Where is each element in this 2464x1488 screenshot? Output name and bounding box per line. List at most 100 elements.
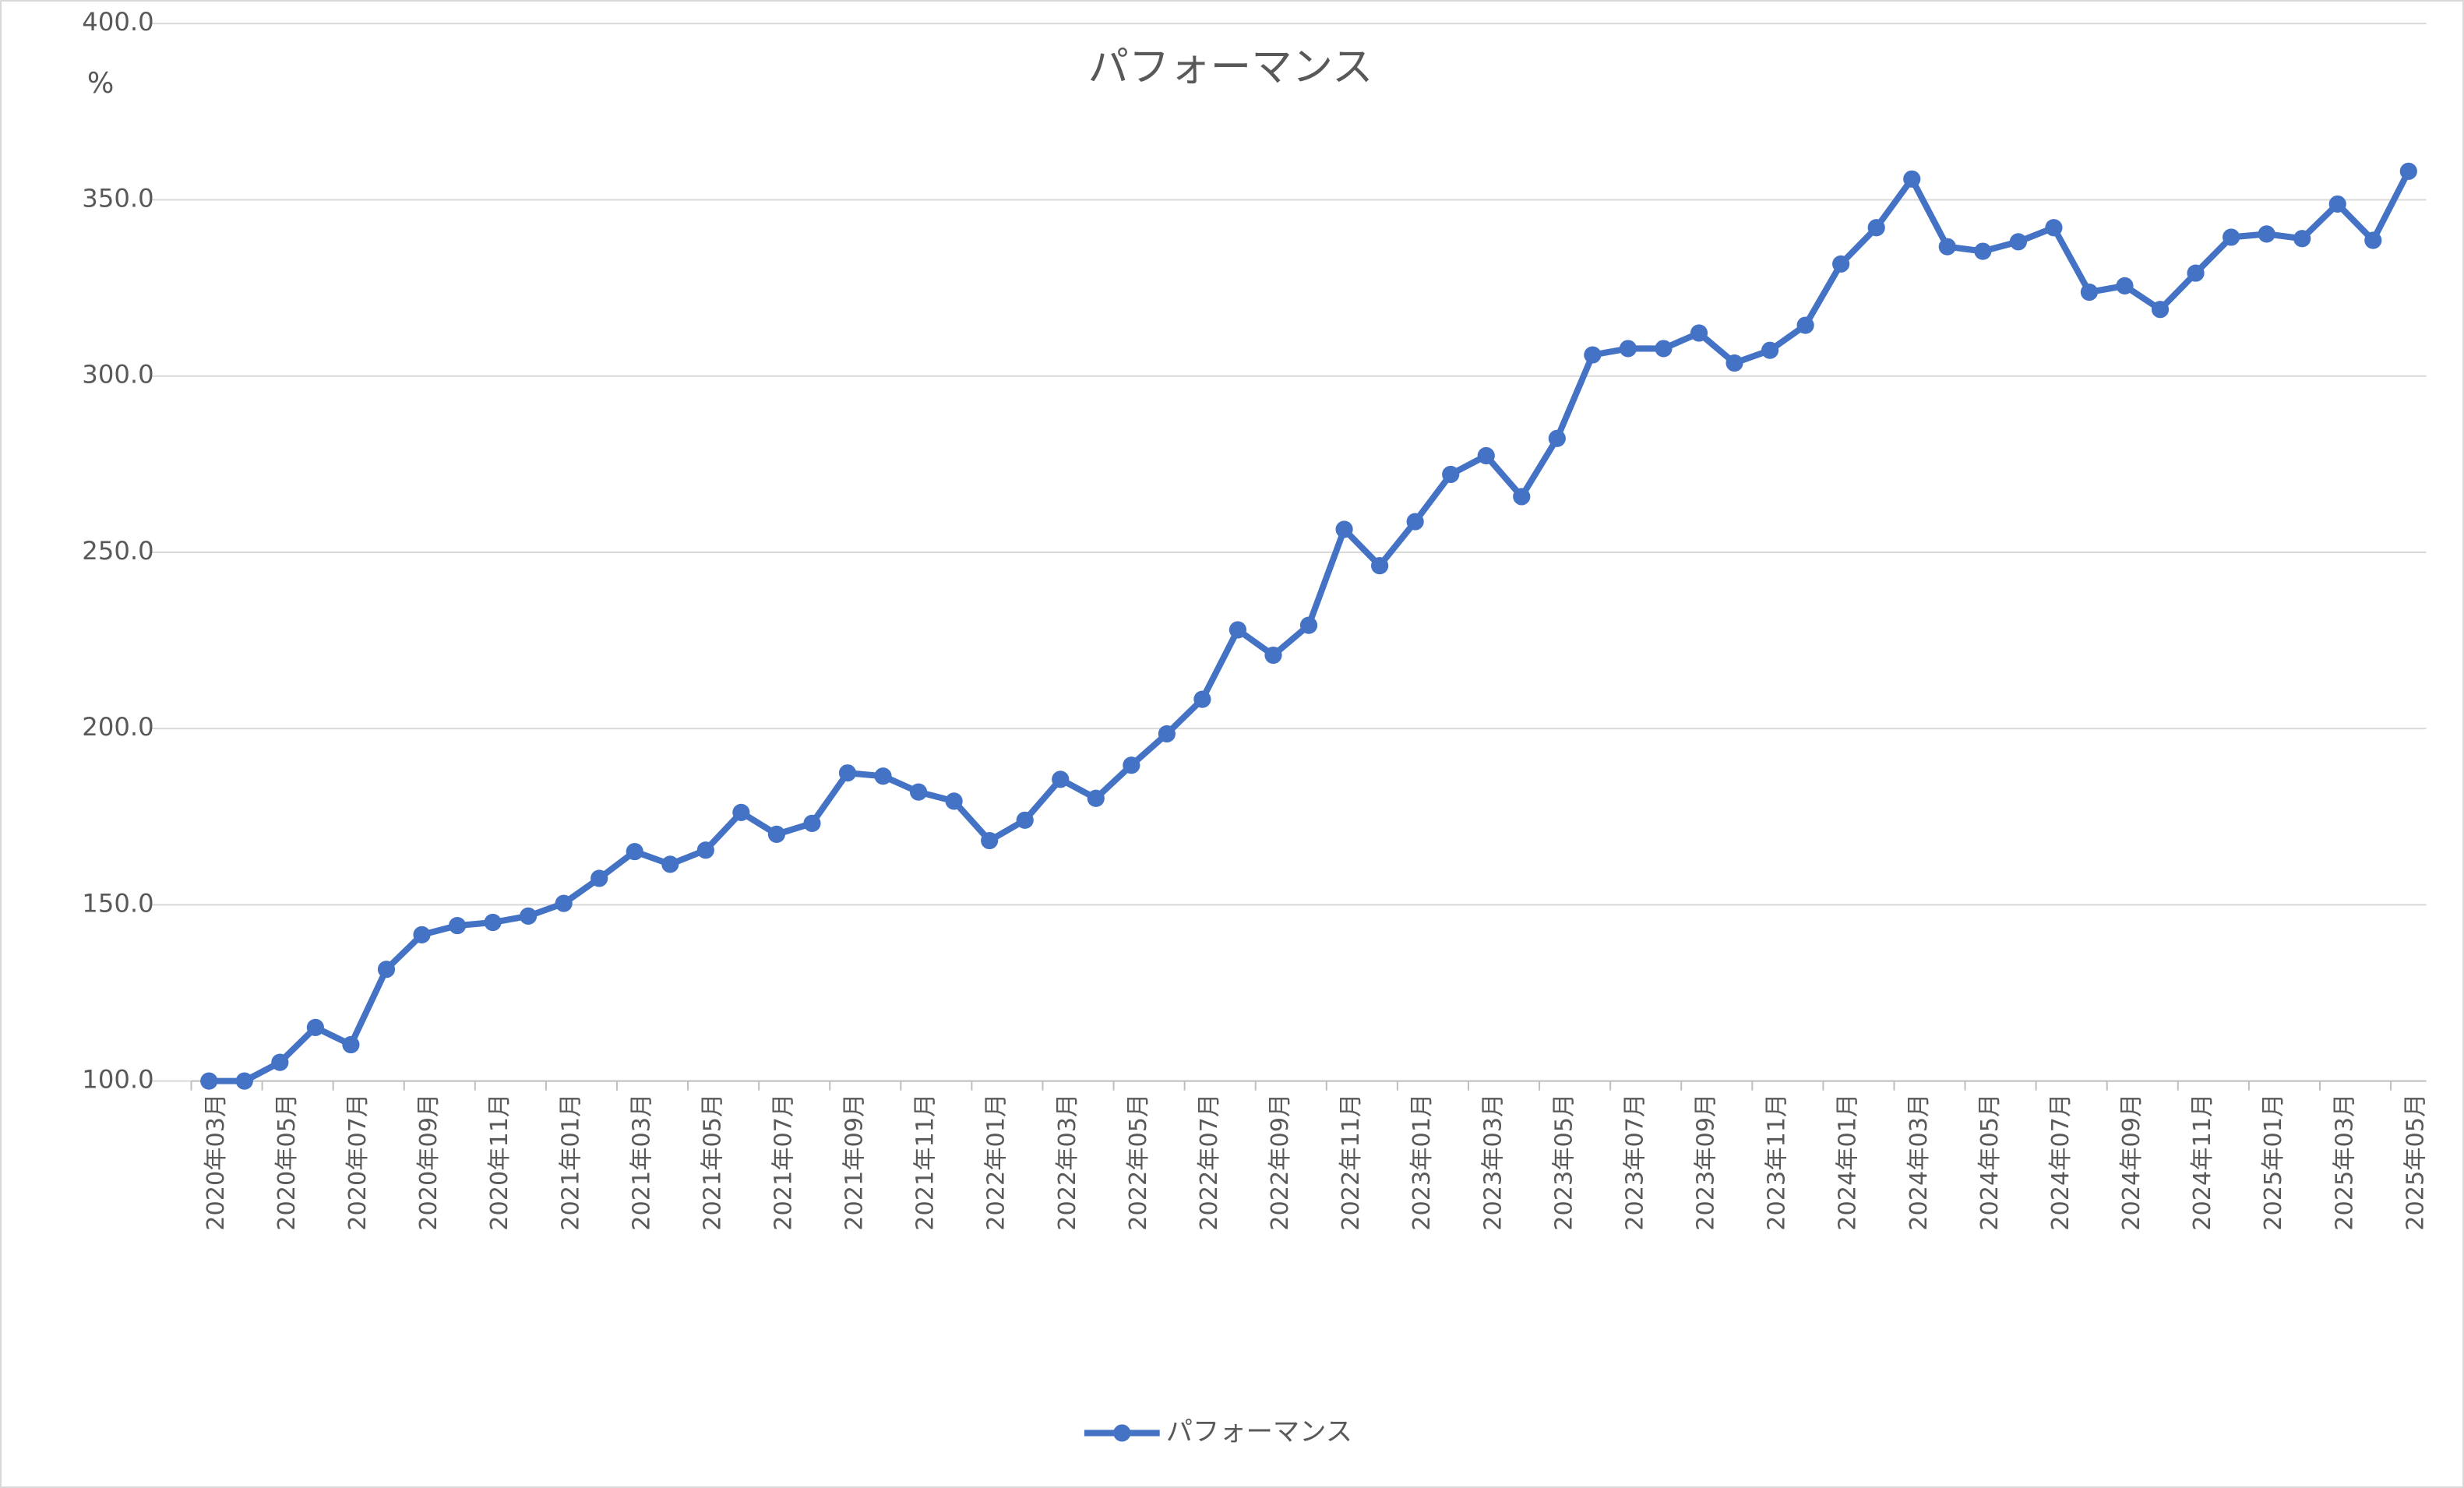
data-point — [1299, 616, 1318, 634]
legend-marker — [1113, 1424, 1131, 1442]
data-point — [909, 783, 928, 801]
data-point — [696, 841, 714, 859]
data-point — [1193, 690, 1211, 708]
x-tick-label: 2023年07月 — [1621, 1094, 1648, 1231]
data-point — [590, 869, 608, 887]
data-point — [271, 1053, 289, 1071]
data-point — [2223, 228, 2240, 246]
x-tick-label: 2020年07月 — [344, 1094, 372, 1231]
x-tick-label: 2021年05月 — [699, 1094, 726, 1231]
data-point — [1406, 513, 1424, 531]
data-point — [838, 764, 857, 782]
data-point — [520, 907, 538, 925]
x-tick-label: 2024年03月 — [1905, 1094, 1933, 1231]
data-point — [1903, 170, 1921, 188]
chart-title: パフォーマンス — [1087, 43, 1373, 90]
x-tick-label: 2023年05月 — [1550, 1094, 1577, 1231]
x-tick-label: 2024年05月 — [1976, 1094, 2004, 1231]
data-point — [874, 767, 892, 785]
data-point — [555, 894, 573, 912]
x-tick-label: 2022年09月 — [1267, 1094, 1294, 1231]
data-point — [1548, 429, 1566, 447]
y-axis-label: % — [87, 66, 115, 100]
data-point — [626, 842, 643, 861]
data-point — [1371, 557, 1389, 575]
data-point — [2116, 277, 2134, 294]
data-point — [1123, 756, 1140, 774]
x-tick-label: 2022年03月 — [1054, 1094, 1081, 1231]
data-point — [200, 1072, 218, 1090]
x-tick-label: 2021年01月 — [557, 1094, 584, 1231]
y-tick-label: 350.0 — [82, 183, 153, 213]
data-point — [945, 792, 963, 810]
data-point — [2293, 230, 2311, 248]
data-point — [2258, 225, 2275, 243]
x-tick-label: 2020年11月 — [486, 1094, 513, 1231]
data-point — [1584, 346, 1602, 364]
x-tick-label: 2020年09月 — [415, 1094, 442, 1231]
x-tick-label: 2022年07月 — [1196, 1094, 1223, 1231]
data-point — [661, 855, 679, 873]
data-point — [1867, 219, 1885, 237]
data-point — [1158, 725, 1176, 743]
data-point — [2045, 219, 2063, 237]
data-point — [1938, 238, 1956, 256]
x-tick-label: 2021年03月 — [628, 1094, 655, 1231]
data-point — [1761, 341, 1779, 359]
data-point — [981, 831, 999, 850]
data-point — [732, 803, 750, 821]
x-tick-label: 2022年11月 — [1338, 1094, 1365, 1231]
data-point — [377, 961, 396, 978]
data-point — [448, 916, 467, 935]
data-point — [1619, 340, 1637, 358]
data-point — [1796, 316, 1814, 334]
data-point — [1016, 811, 1034, 829]
data-point — [1513, 488, 1531, 506]
data-point — [1264, 646, 1282, 665]
data-point — [1832, 255, 1850, 273]
y-tick-label: 200.0 — [82, 712, 153, 742]
x-tick-label: 2023年03月 — [1479, 1094, 1507, 1231]
x-tick-label: 2021年09月 — [841, 1094, 869, 1231]
data-point — [1335, 520, 1353, 538]
data-point — [803, 814, 821, 832]
y-tick-label: 150.0 — [82, 888, 153, 918]
x-tick-label: 2023年09月 — [1693, 1094, 1720, 1231]
x-tick-label: 2023年11月 — [1764, 1094, 1791, 1231]
data-point — [767, 825, 786, 843]
x-tick-label: 2022年05月 — [1125, 1094, 1152, 1231]
data-point — [2187, 264, 2205, 282]
x-tick-label: 2021年11月 — [912, 1094, 939, 1231]
data-point — [2080, 283, 2099, 301]
data-point — [1974, 242, 1992, 260]
x-tick-label: 2025年05月 — [2402, 1094, 2429, 1231]
legend-label: パフォーマンス — [1166, 1416, 1352, 1447]
data-point — [306, 1018, 324, 1036]
data-point — [1726, 354, 1743, 372]
data-point — [2328, 195, 2346, 213]
y-tick-label: 250.0 — [82, 536, 153, 566]
x-tick-label: 2024年07月 — [2047, 1094, 2074, 1231]
x-tick-label: 2024年11月 — [2189, 1094, 2216, 1231]
data-point — [1442, 465, 1460, 484]
y-tick-label: 300.0 — [82, 360, 153, 390]
data-point — [1087, 789, 1105, 807]
x-tick-label: 2020年05月 — [273, 1094, 301, 1231]
data-point — [235, 1072, 253, 1090]
data-point — [2151, 301, 2170, 319]
x-tick-label: 2025年03月 — [2331, 1094, 2358, 1231]
data-point — [2009, 233, 2027, 251]
x-tick-label: 2025年01月 — [2260, 1094, 2287, 1231]
data-point — [1052, 770, 1070, 788]
data-point — [342, 1035, 360, 1054]
x-tick-label: 2023年01月 — [1408, 1094, 1436, 1231]
x-tick-label: 2024年01月 — [1835, 1094, 1862, 1231]
x-tick-label: 2021年07月 — [770, 1094, 798, 1231]
data-point — [1477, 446, 1495, 465]
data-point — [1655, 340, 1673, 358]
data-point — [2364, 231, 2382, 249]
data-point — [1690, 324, 1708, 342]
